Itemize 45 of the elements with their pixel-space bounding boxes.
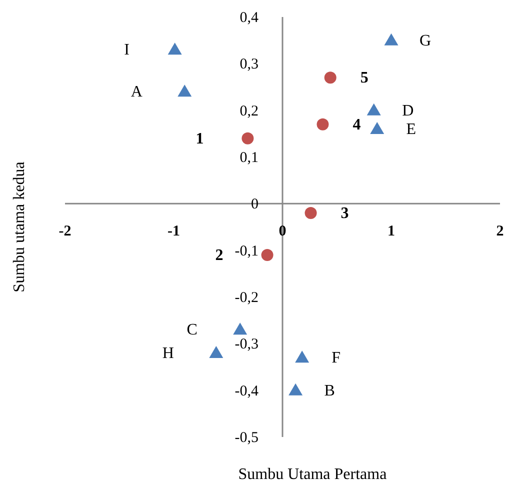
annotation: 5 <box>360 70 368 87</box>
annotation: B <box>324 382 335 400</box>
annotation: 3 <box>340 205 349 222</box>
y-tick-label: -0,4 <box>234 383 259 400</box>
annotation: 2 <box>215 247 224 264</box>
point <box>261 249 274 261</box>
y-tick-label: 0,2 <box>240 103 258 120</box>
annotation: H <box>162 345 174 362</box>
annotation: G <box>419 32 432 50</box>
point <box>178 84 192 97</box>
point <box>209 346 224 358</box>
x-tick-label: -2 <box>58 224 72 240</box>
point <box>295 350 310 363</box>
point <box>304 207 317 219</box>
annotation: A <box>130 84 143 101</box>
x-tick-label: 1 <box>388 224 395 240</box>
y-tick-label: -0,2 <box>234 290 258 306</box>
point <box>384 33 398 46</box>
annotation: E <box>406 121 416 138</box>
annotation: 1 <box>196 130 204 148</box>
annotation: C <box>186 322 198 339</box>
y-tick-label: 0,4 <box>240 10 259 26</box>
y-tick-label: -0,3 <box>234 336 258 353</box>
point <box>168 42 182 55</box>
point <box>288 383 303 396</box>
x-tick-label: 2 <box>496 224 504 240</box>
point <box>366 103 381 116</box>
x-axis-title: Sumbu Utama Pertama <box>238 466 387 483</box>
point <box>370 122 384 134</box>
y-tick-label: -0,5 <box>234 430 258 446</box>
annotation: F <box>332 350 341 367</box>
y-tick-label: 0,1 <box>240 150 258 166</box>
annotation: 4 <box>352 116 361 134</box>
y-tick-label: 0,3 <box>240 56 258 73</box>
y-tick-label: -0,1 <box>234 243 258 260</box>
annotation: I <box>124 42 130 59</box>
point <box>242 132 254 144</box>
point <box>324 72 336 84</box>
annotation: D <box>402 102 414 120</box>
point <box>233 322 248 335</box>
x-tick-label: 0 <box>278 224 286 240</box>
y-axis-title: Sumbu utama kedua <box>11 162 28 292</box>
x-tick-label: -1 <box>168 224 180 240</box>
y-tick-label: 0 <box>251 196 258 213</box>
point <box>316 118 329 130</box>
